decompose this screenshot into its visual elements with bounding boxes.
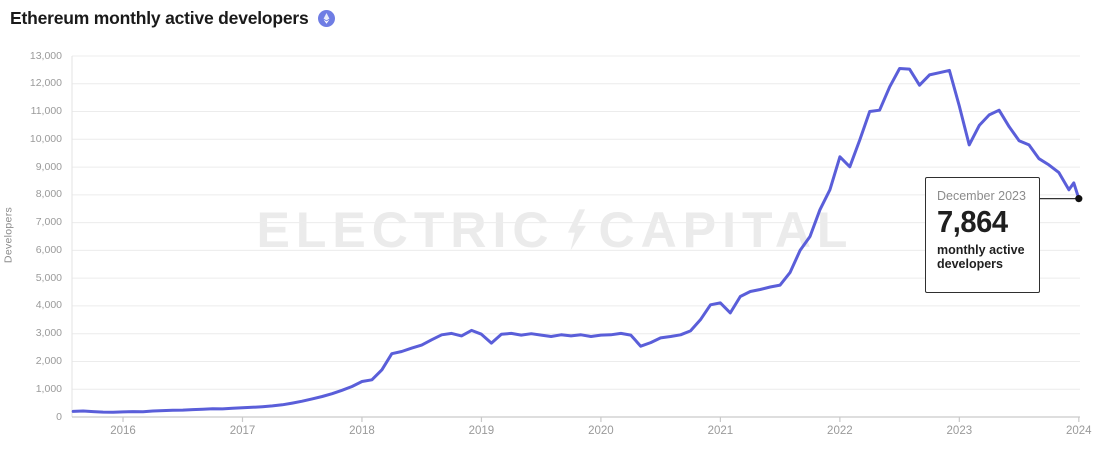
electric-capital-watermark: ELECTRIC CAPITAL: [257, 201, 854, 259]
developers-line-series: [71, 67, 1081, 414]
x-tick-label: 2024: [1066, 425, 1092, 437]
x-tick-label: 2023: [946, 425, 973, 437]
page-title: Ethereum monthly active developers: [10, 8, 309, 28]
y-tick-label: 10,000: [29, 132, 62, 145]
x-tick-label: 2018: [349, 425, 375, 437]
y-tick-label: 7,000: [35, 216, 62, 229]
x-tick-label: 2017: [229, 425, 256, 437]
watermark-electric-text: ELECTRIC: [256, 202, 555, 258]
ethereum-icon: [317, 10, 335, 27]
callout-date: December 2023: [937, 189, 1026, 203]
callout-value: 7,864: [937, 204, 1008, 239]
lightning-bolt-icon: [567, 209, 586, 251]
y-tick-label: 4,000: [35, 299, 62, 312]
x-tick-label: 2022: [827, 425, 853, 437]
callout-label: monthly active developers: [937, 242, 1025, 272]
y-tick-label: 6,000: [35, 243, 62, 256]
data-point-callout: December 2023 7,864 monthly active devel…: [925, 177, 1040, 293]
y-tick-label: 1,000: [35, 382, 62, 395]
y-tick-label: 8,000: [35, 188, 62, 201]
y-tick-label: 3,000: [35, 327, 62, 340]
y-tick-label: 5,000: [35, 271, 62, 284]
x-tick-label: 2021: [707, 425, 734, 437]
y-tick-label: 0: [56, 410, 62, 423]
x-tick-label: 2020: [588, 425, 614, 437]
x-tick-label: 2016: [110, 425, 136, 437]
y-tick-label: 11,000: [30, 105, 62, 118]
y-tick-label: 2,000: [35, 354, 62, 367]
y-tick-label: 9,000: [35, 160, 62, 173]
y-tick-label: 13,000: [29, 49, 62, 62]
chart-header: Ethereum monthly active developers: [10, 8, 335, 29]
y-tick-label: 12,000: [29, 77, 62, 90]
x-tick-label: 2019: [468, 425, 495, 437]
end-point-dot: [1075, 195, 1083, 203]
watermark-capital-text: CAPITAL: [598, 202, 854, 258]
